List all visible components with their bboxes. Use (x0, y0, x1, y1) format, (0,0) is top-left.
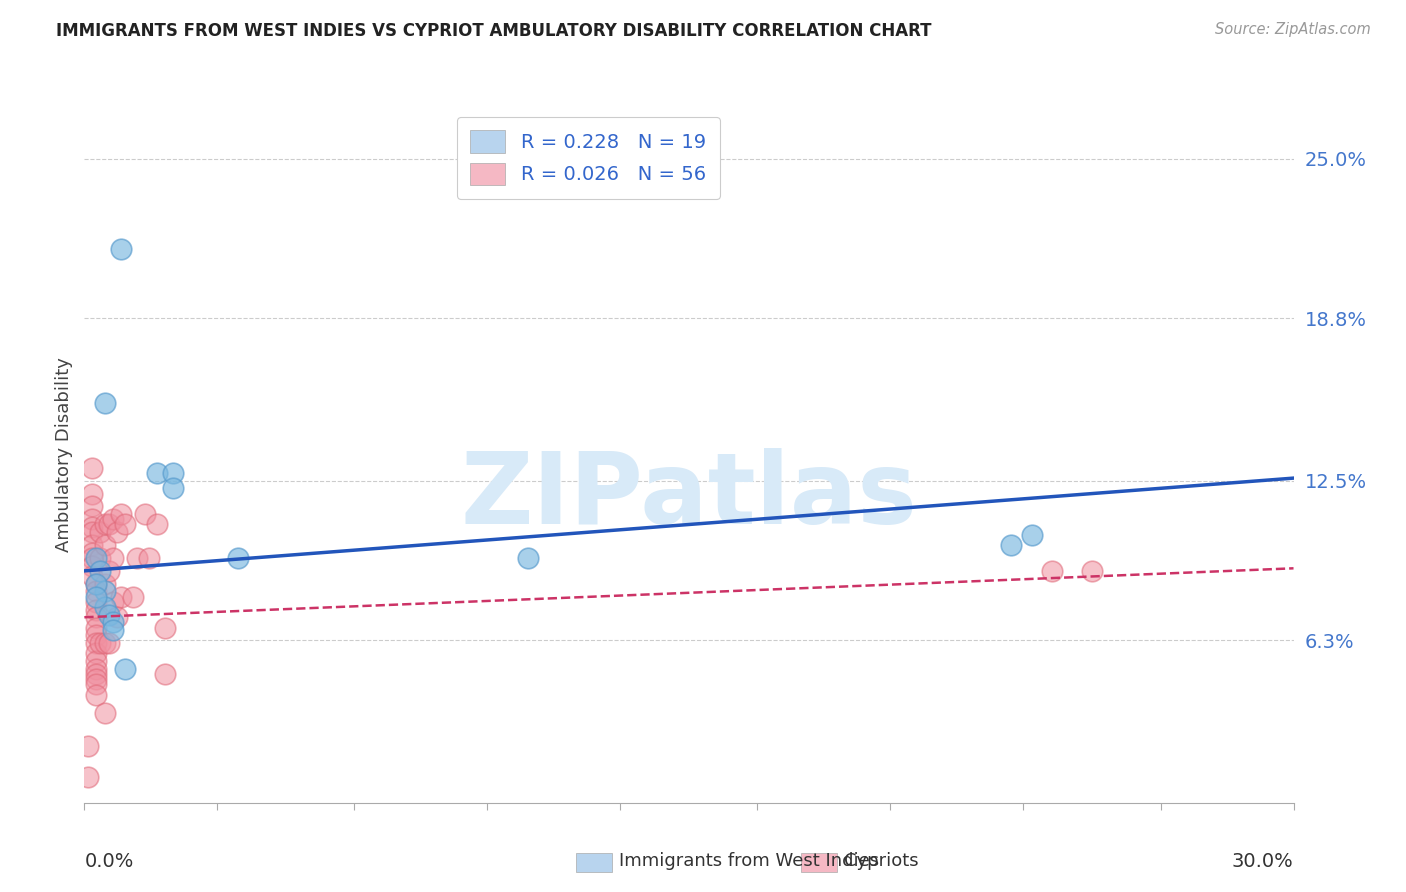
Point (1081, 564, 1104, 578)
Point (93, 396, 115, 410)
Point (110, 242, 132, 256)
Point (86, 662, 108, 676)
Point (1021, 528, 1043, 542)
Point (93, 576, 115, 591)
Point (93, 517, 115, 532)
Point (86, 628, 108, 642)
Point (101, 595, 124, 609)
Point (162, 482, 184, 496)
Text: Cypriots: Cypriots (844, 852, 918, 870)
Point (89, 636, 111, 650)
Text: 30.0%: 30.0% (1232, 852, 1294, 871)
Point (226, 551, 249, 566)
Point (86, 688, 108, 702)
Point (77, 770, 100, 784)
Point (162, 466, 184, 480)
Point (97, 517, 120, 532)
Point (110, 590, 132, 604)
Point (153, 667, 176, 681)
Point (97, 636, 120, 650)
Point (146, 466, 169, 480)
Point (86, 621, 108, 635)
Point (105, 525, 128, 540)
Point (1000, 538, 1022, 552)
Point (101, 615, 124, 630)
Point (97, 564, 120, 578)
Point (86, 672, 108, 686)
Point (86, 654, 108, 668)
Point (86, 576, 108, 591)
Point (86, 602, 108, 616)
Text: 0.0%: 0.0% (84, 852, 134, 871)
Point (101, 551, 124, 566)
Point (89, 564, 111, 578)
Point (86, 636, 108, 650)
Point (82, 460, 104, 475)
Point (105, 610, 128, 624)
Legend: R = 0.228   N = 19, R = 0.026   N = 56: R = 0.228 N = 19, R = 0.026 N = 56 (457, 117, 720, 199)
Point (86, 667, 108, 681)
Point (89, 525, 111, 540)
Point (86, 551, 108, 566)
Point (86, 677, 108, 691)
Point (134, 507, 156, 521)
Point (82, 558, 104, 573)
Point (138, 551, 160, 566)
Point (82, 520, 104, 534)
Point (125, 551, 148, 566)
Point (77, 739, 100, 753)
Point (82, 569, 104, 583)
Point (101, 512, 124, 526)
Text: Immigrants from West Indies: Immigrants from West Indies (619, 852, 879, 870)
Point (82, 486, 104, 500)
Point (82, 512, 104, 526)
Y-axis label: Ambulatory Disability: Ambulatory Disability (55, 358, 73, 552)
Point (93, 599, 115, 614)
Point (93, 538, 115, 552)
Point (121, 590, 143, 604)
Point (86, 576, 108, 591)
Point (93, 636, 115, 650)
Point (89, 551, 111, 566)
Point (153, 621, 176, 635)
Point (82, 546, 104, 560)
Point (82, 525, 104, 540)
Point (82, 551, 104, 566)
Point (86, 595, 108, 609)
Point (86, 610, 108, 624)
Point (146, 517, 169, 532)
Point (516, 551, 538, 566)
Point (86, 584, 108, 599)
Point (82, 500, 104, 514)
Point (82, 538, 104, 552)
Text: Source: ZipAtlas.com: Source: ZipAtlas.com (1215, 22, 1371, 37)
Point (114, 517, 136, 532)
Point (1040, 564, 1063, 578)
Point (110, 507, 132, 521)
Point (101, 623, 124, 637)
Text: ZIPatlas: ZIPatlas (461, 448, 917, 545)
Point (86, 646, 108, 660)
Point (97, 607, 120, 622)
Point (93, 706, 115, 720)
Point (93, 584, 115, 599)
Point (86, 590, 108, 604)
Point (114, 662, 136, 676)
Text: IMMIGRANTS FROM WEST INDIES VS CYPRIOT AMBULATORY DISABILITY CORRELATION CHART: IMMIGRANTS FROM WEST INDIES VS CYPRIOT A… (56, 22, 932, 40)
